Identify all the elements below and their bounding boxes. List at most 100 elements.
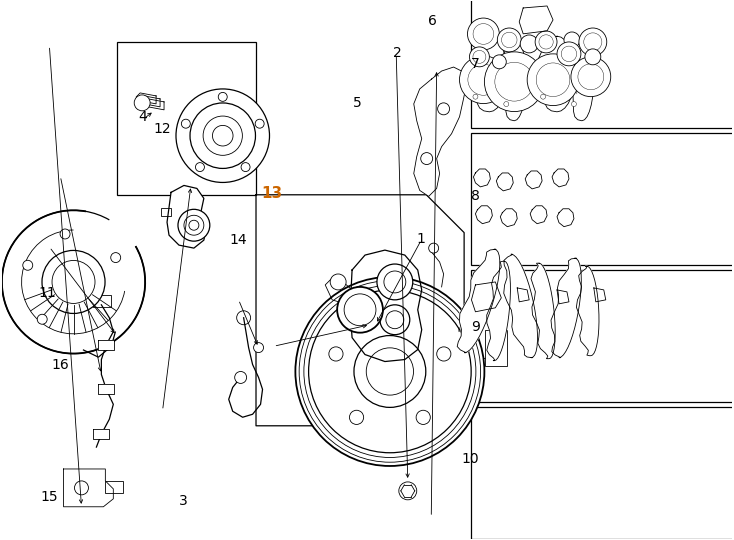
Text: 16: 16 (51, 358, 69, 372)
Circle shape (504, 102, 509, 106)
Circle shape (495, 62, 534, 101)
Text: 1: 1 (417, 232, 426, 246)
Circle shape (564, 32, 580, 48)
Circle shape (308, 290, 471, 453)
Bar (471, 133, 733, 265)
Circle shape (572, 102, 576, 106)
Polygon shape (519, 6, 553, 34)
Circle shape (212, 125, 233, 146)
Circle shape (42, 251, 105, 313)
Text: 4: 4 (139, 110, 148, 124)
Circle shape (384, 271, 406, 293)
Circle shape (178, 210, 210, 241)
Polygon shape (552, 169, 569, 187)
Bar (471, 322, 493, 357)
Text: 12: 12 (153, 122, 171, 136)
Circle shape (295, 277, 484, 466)
Circle shape (366, 348, 413, 395)
Circle shape (344, 294, 376, 326)
Circle shape (337, 287, 383, 333)
Polygon shape (476, 206, 493, 224)
Bar (471, 270, 733, 402)
Circle shape (473, 94, 478, 99)
Polygon shape (501, 209, 517, 227)
Circle shape (459, 56, 507, 104)
Circle shape (578, 64, 604, 90)
Circle shape (473, 50, 486, 63)
Circle shape (585, 49, 601, 65)
Circle shape (470, 47, 490, 67)
Circle shape (304, 286, 476, 457)
Circle shape (493, 55, 506, 69)
Circle shape (520, 35, 538, 53)
Polygon shape (457, 249, 500, 353)
Polygon shape (473, 169, 490, 187)
Circle shape (541, 94, 545, 99)
Circle shape (23, 260, 33, 270)
Circle shape (557, 42, 581, 66)
Circle shape (468, 64, 499, 95)
Circle shape (37, 314, 47, 324)
Polygon shape (551, 258, 581, 357)
Text: 11: 11 (38, 286, 56, 300)
Text: 6: 6 (428, 14, 437, 28)
Circle shape (386, 311, 404, 329)
Circle shape (473, 24, 494, 44)
Polygon shape (557, 209, 574, 227)
Circle shape (429, 243, 439, 253)
Circle shape (584, 33, 602, 51)
Polygon shape (144, 99, 164, 110)
Polygon shape (140, 96, 160, 107)
Polygon shape (530, 206, 547, 224)
Circle shape (235, 372, 247, 383)
Circle shape (203, 116, 242, 156)
Text: 14: 14 (230, 233, 247, 247)
Polygon shape (471, 282, 501, 312)
Circle shape (218, 92, 228, 102)
Polygon shape (531, 263, 555, 359)
Circle shape (75, 481, 88, 495)
Text: 8: 8 (470, 189, 479, 203)
Text: 3: 3 (178, 494, 187, 508)
Circle shape (330, 274, 346, 290)
Text: 7: 7 (470, 57, 479, 71)
Circle shape (399, 482, 417, 500)
Circle shape (195, 163, 204, 172)
Polygon shape (470, 36, 507, 112)
Circle shape (236, 311, 250, 325)
Circle shape (501, 32, 517, 48)
Text: 5: 5 (353, 97, 362, 111)
Bar (485, 330, 507, 366)
Circle shape (60, 229, 70, 239)
Circle shape (421, 153, 432, 165)
Circle shape (349, 410, 363, 424)
Text: 2: 2 (393, 46, 402, 60)
Circle shape (468, 18, 499, 50)
Polygon shape (98, 340, 115, 349)
Polygon shape (487, 261, 510, 361)
Polygon shape (414, 67, 467, 197)
Circle shape (189, 220, 199, 230)
Text: 10: 10 (461, 452, 479, 466)
Bar (454, 312, 476, 348)
Circle shape (380, 305, 410, 335)
Polygon shape (538, 36, 575, 112)
Circle shape (416, 410, 430, 424)
Circle shape (498, 28, 521, 52)
Circle shape (562, 46, 577, 62)
Polygon shape (517, 288, 529, 302)
Bar (471, 407, 733, 538)
Circle shape (111, 253, 120, 262)
Circle shape (176, 89, 269, 183)
Circle shape (383, 308, 397, 322)
Polygon shape (576, 266, 599, 356)
Polygon shape (504, 254, 537, 357)
Polygon shape (557, 290, 569, 304)
Circle shape (253, 342, 264, 353)
Polygon shape (256, 195, 464, 426)
Circle shape (539, 35, 553, 49)
Polygon shape (64, 469, 113, 507)
Bar (93, 295, 112, 307)
Circle shape (354, 335, 426, 407)
Bar (117, 42, 256, 195)
